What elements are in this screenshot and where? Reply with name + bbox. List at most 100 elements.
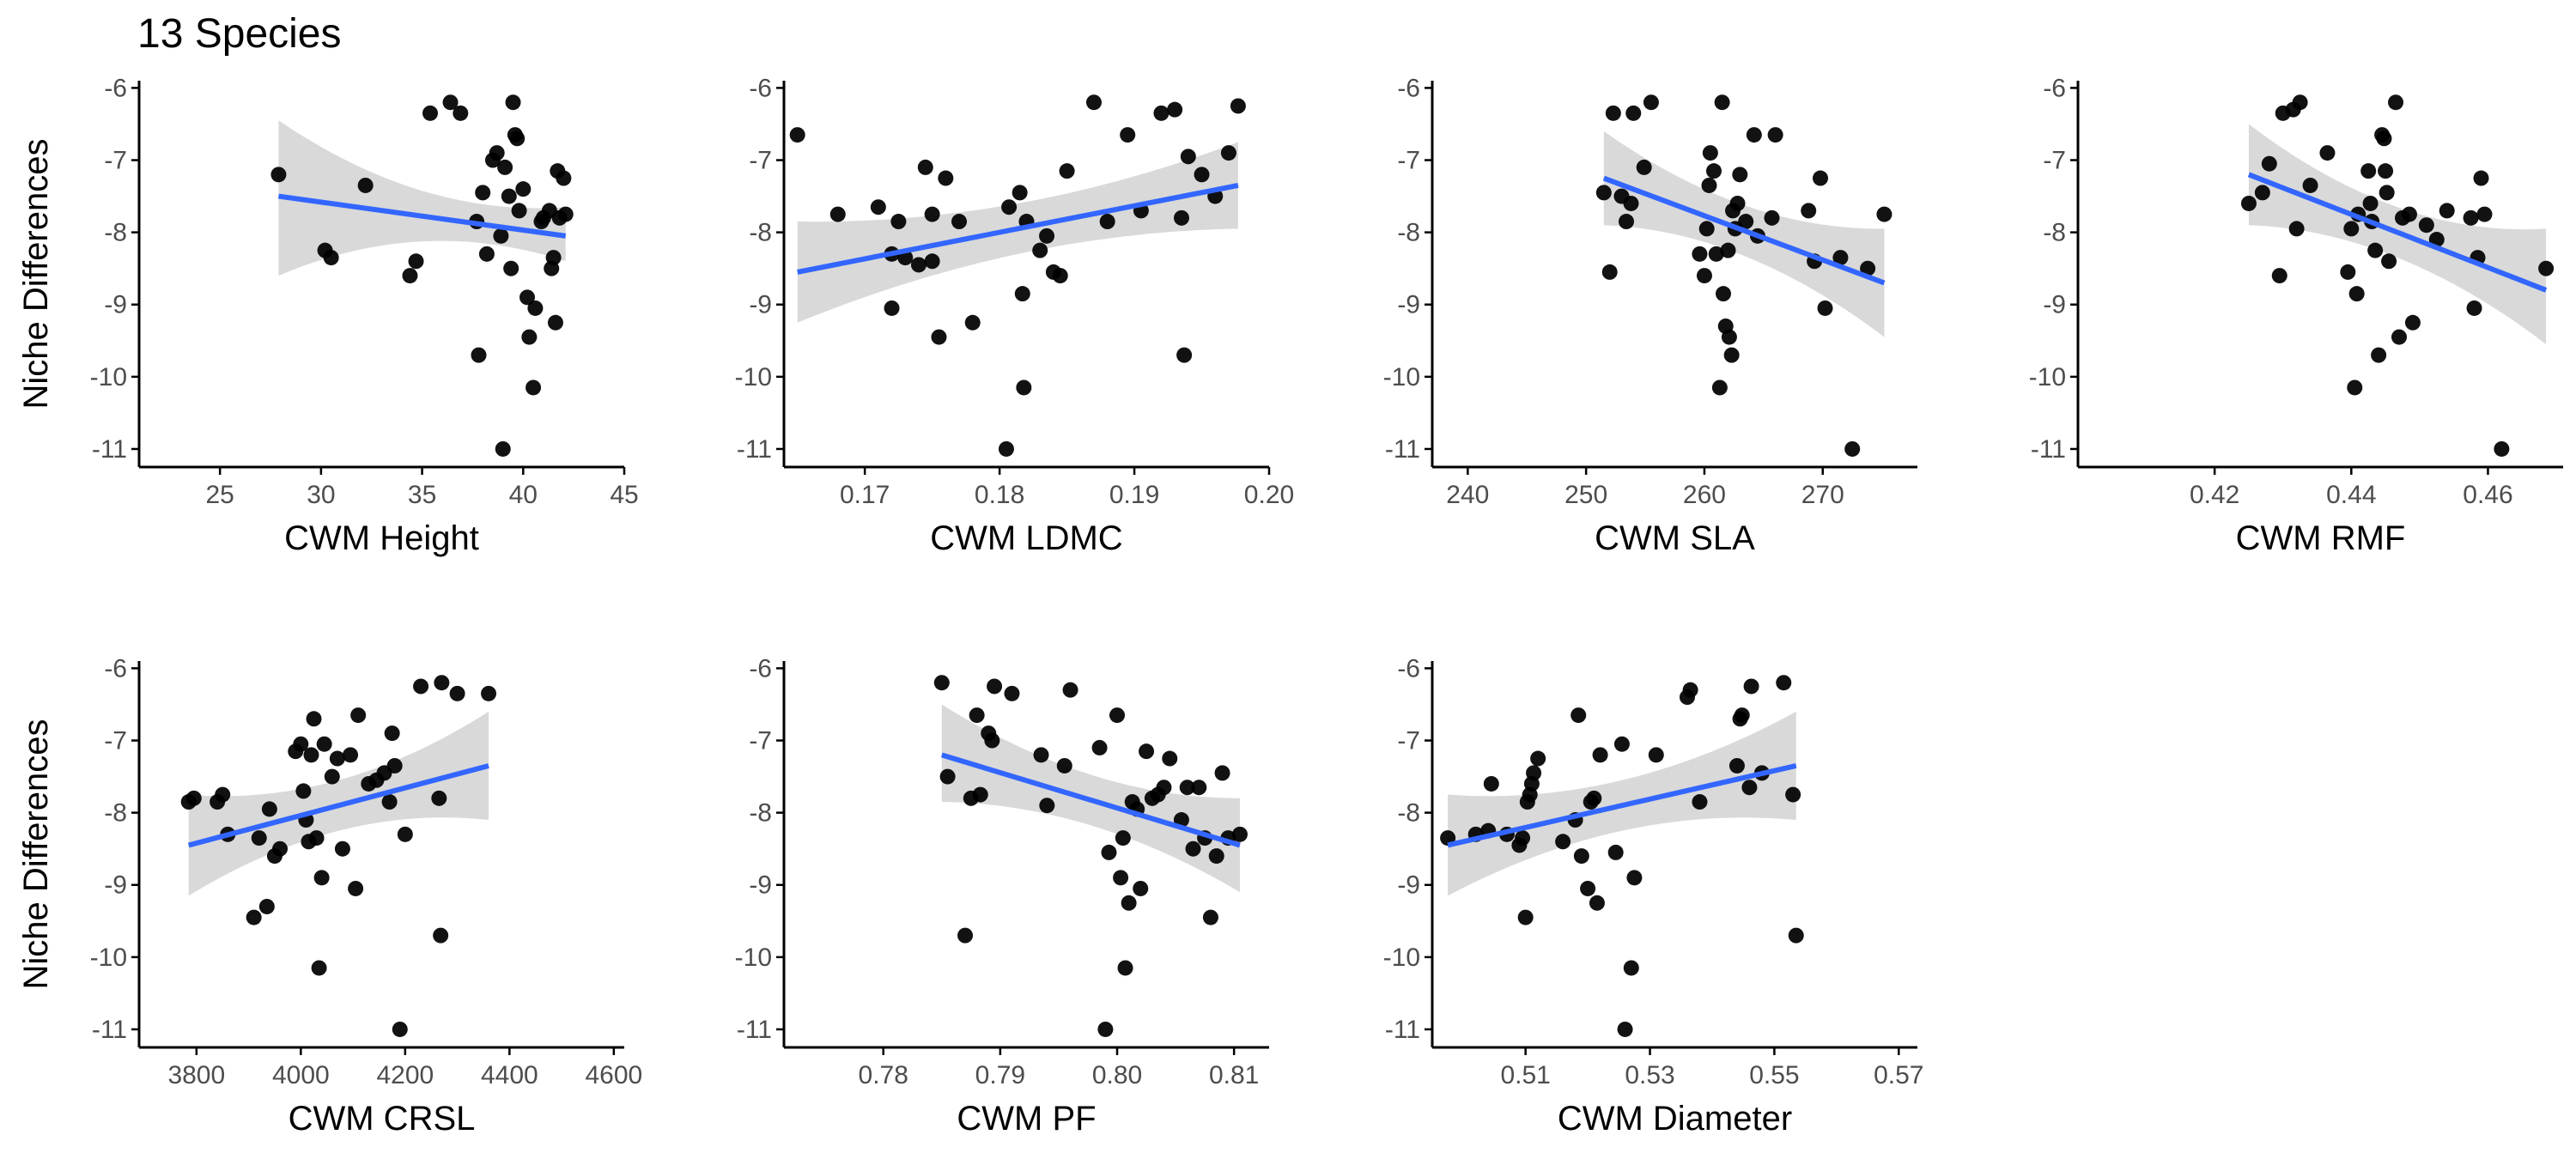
- data-point: [397, 826, 413, 842]
- data-point: [185, 790, 202, 806]
- regression-line: [797, 183, 1239, 275]
- y-tick-label: -8: [749, 219, 772, 247]
- y-tick-label: -8: [104, 799, 127, 828]
- data-point: [1202, 909, 1218, 925]
- data-point: [422, 105, 438, 121]
- data-point: [1059, 163, 1075, 179]
- data-point: [1746, 127, 1762, 143]
- x-tick-label: 0.42: [2190, 481, 2239, 509]
- data-point: [1032, 242, 1048, 258]
- data-point: [1764, 209, 1780, 226]
- confidence-band: [797, 142, 1238, 323]
- data-point: [503, 260, 519, 276]
- data-point: [1133, 880, 1149, 896]
- data-point: [1595, 185, 1612, 201]
- data-point: [1012, 185, 1028, 201]
- data-point: [2240, 195, 2257, 211]
- data-point: [1701, 177, 1717, 193]
- y-tick-label: -7: [2043, 147, 2066, 175]
- scatter-panel: -6 -7 -8 -9 -10 -11 0.78 0.79 0.80 0.81 CWM PF: [735, 654, 1269, 1138]
- data-point: [2340, 264, 2356, 280]
- data-point: [481, 685, 497, 701]
- data-point: [449, 685, 465, 701]
- data-point: [2473, 170, 2489, 186]
- data-point: [495, 440, 511, 457]
- x-tick-label: 0.19: [1109, 481, 1159, 509]
- data-point: [924, 206, 940, 222]
- data-point: [545, 250, 562, 266]
- data-point: [329, 750, 345, 767]
- data-point: [2391, 329, 2408, 345]
- data-point: [1741, 780, 1758, 796]
- y-tick-label: -9: [1397, 871, 1420, 900]
- data-point: [557, 206, 574, 222]
- y-tick-label: -6: [749, 74, 772, 102]
- data-point: [1692, 246, 1708, 262]
- data-point: [1113, 870, 1129, 886]
- x-axis-title: CWM LDMC: [930, 519, 1122, 557]
- data-point: [1167, 101, 1183, 118]
- data-point: [1001, 199, 1018, 215]
- data-point: [2439, 203, 2455, 219]
- data-point: [433, 927, 449, 944]
- y-tick-label: -10: [90, 944, 127, 972]
- data-point: [1832, 250, 1849, 266]
- data-point: [519, 289, 535, 306]
- data-point: [1601, 264, 1618, 280]
- data-point: [1721, 329, 1737, 345]
- data-point: [475, 185, 491, 201]
- data-point: [2466, 300, 2482, 316]
- y-tick-label: -9: [2043, 291, 2066, 319]
- x-tick-label: 0.53: [1625, 1061, 1674, 1089]
- y-tick-label: -6: [104, 654, 127, 683]
- data-point: [515, 181, 532, 197]
- y-tick-label: -10: [735, 363, 772, 391]
- data-point: [1173, 209, 1189, 226]
- data-point: [2343, 221, 2360, 237]
- y-tick-label: -9: [1397, 291, 1420, 319]
- data-point: [2362, 195, 2379, 211]
- data-point: [348, 880, 364, 896]
- data-point: [1014, 286, 1030, 302]
- data-point: [1097, 1021, 1114, 1037]
- x-tick-label: 4200: [376, 1061, 434, 1089]
- x-tick-label: 40: [509, 481, 538, 509]
- data-point: [384, 725, 400, 742]
- y-tick-label: -7: [104, 727, 127, 755]
- data-point: [1785, 786, 1801, 803]
- data-point: [1698, 221, 1715, 237]
- data-point: [408, 253, 424, 270]
- y-tick-label: -7: [104, 147, 127, 175]
- data-point: [2381, 253, 2397, 270]
- x-tick-label: 260: [1683, 481, 1726, 509]
- data-point: [478, 246, 495, 262]
- data-point: [2404, 314, 2421, 331]
- data-point: [2538, 260, 2555, 276]
- x-axis-title: CWM SLA: [1595, 519, 1755, 557]
- y-tick-label: -6: [749, 654, 772, 683]
- data-point: [2494, 440, 2510, 457]
- data-point: [1716, 286, 1731, 302]
- data-point: [1643, 94, 1659, 111]
- data-point: [910, 257, 927, 273]
- x-tick-label: 0.46: [2463, 481, 2512, 509]
- x-tick-label: 0.51: [1500, 1061, 1550, 1089]
- data-point: [1115, 830, 1131, 846]
- y-tick-label: -7: [1397, 147, 1420, 175]
- data-point: [1139, 743, 1155, 760]
- data-point: [2379, 185, 2395, 201]
- y-tick-label: -10: [90, 363, 127, 391]
- data-point: [413, 678, 429, 695]
- data-point: [1483, 775, 1499, 792]
- data-point: [1648, 747, 1664, 763]
- data-point: [313, 870, 330, 886]
- data-point: [1732, 167, 1748, 183]
- data-point: [2476, 206, 2493, 222]
- x-tick-label: 4000: [272, 1061, 330, 1089]
- data-point: [1714, 94, 1730, 111]
- data-point: [1723, 347, 1740, 363]
- regression-line: [2247, 172, 2548, 293]
- x-tick-label: 0.57: [1874, 1061, 1923, 1089]
- data-point: [957, 927, 974, 944]
- regression-line: [187, 763, 489, 848]
